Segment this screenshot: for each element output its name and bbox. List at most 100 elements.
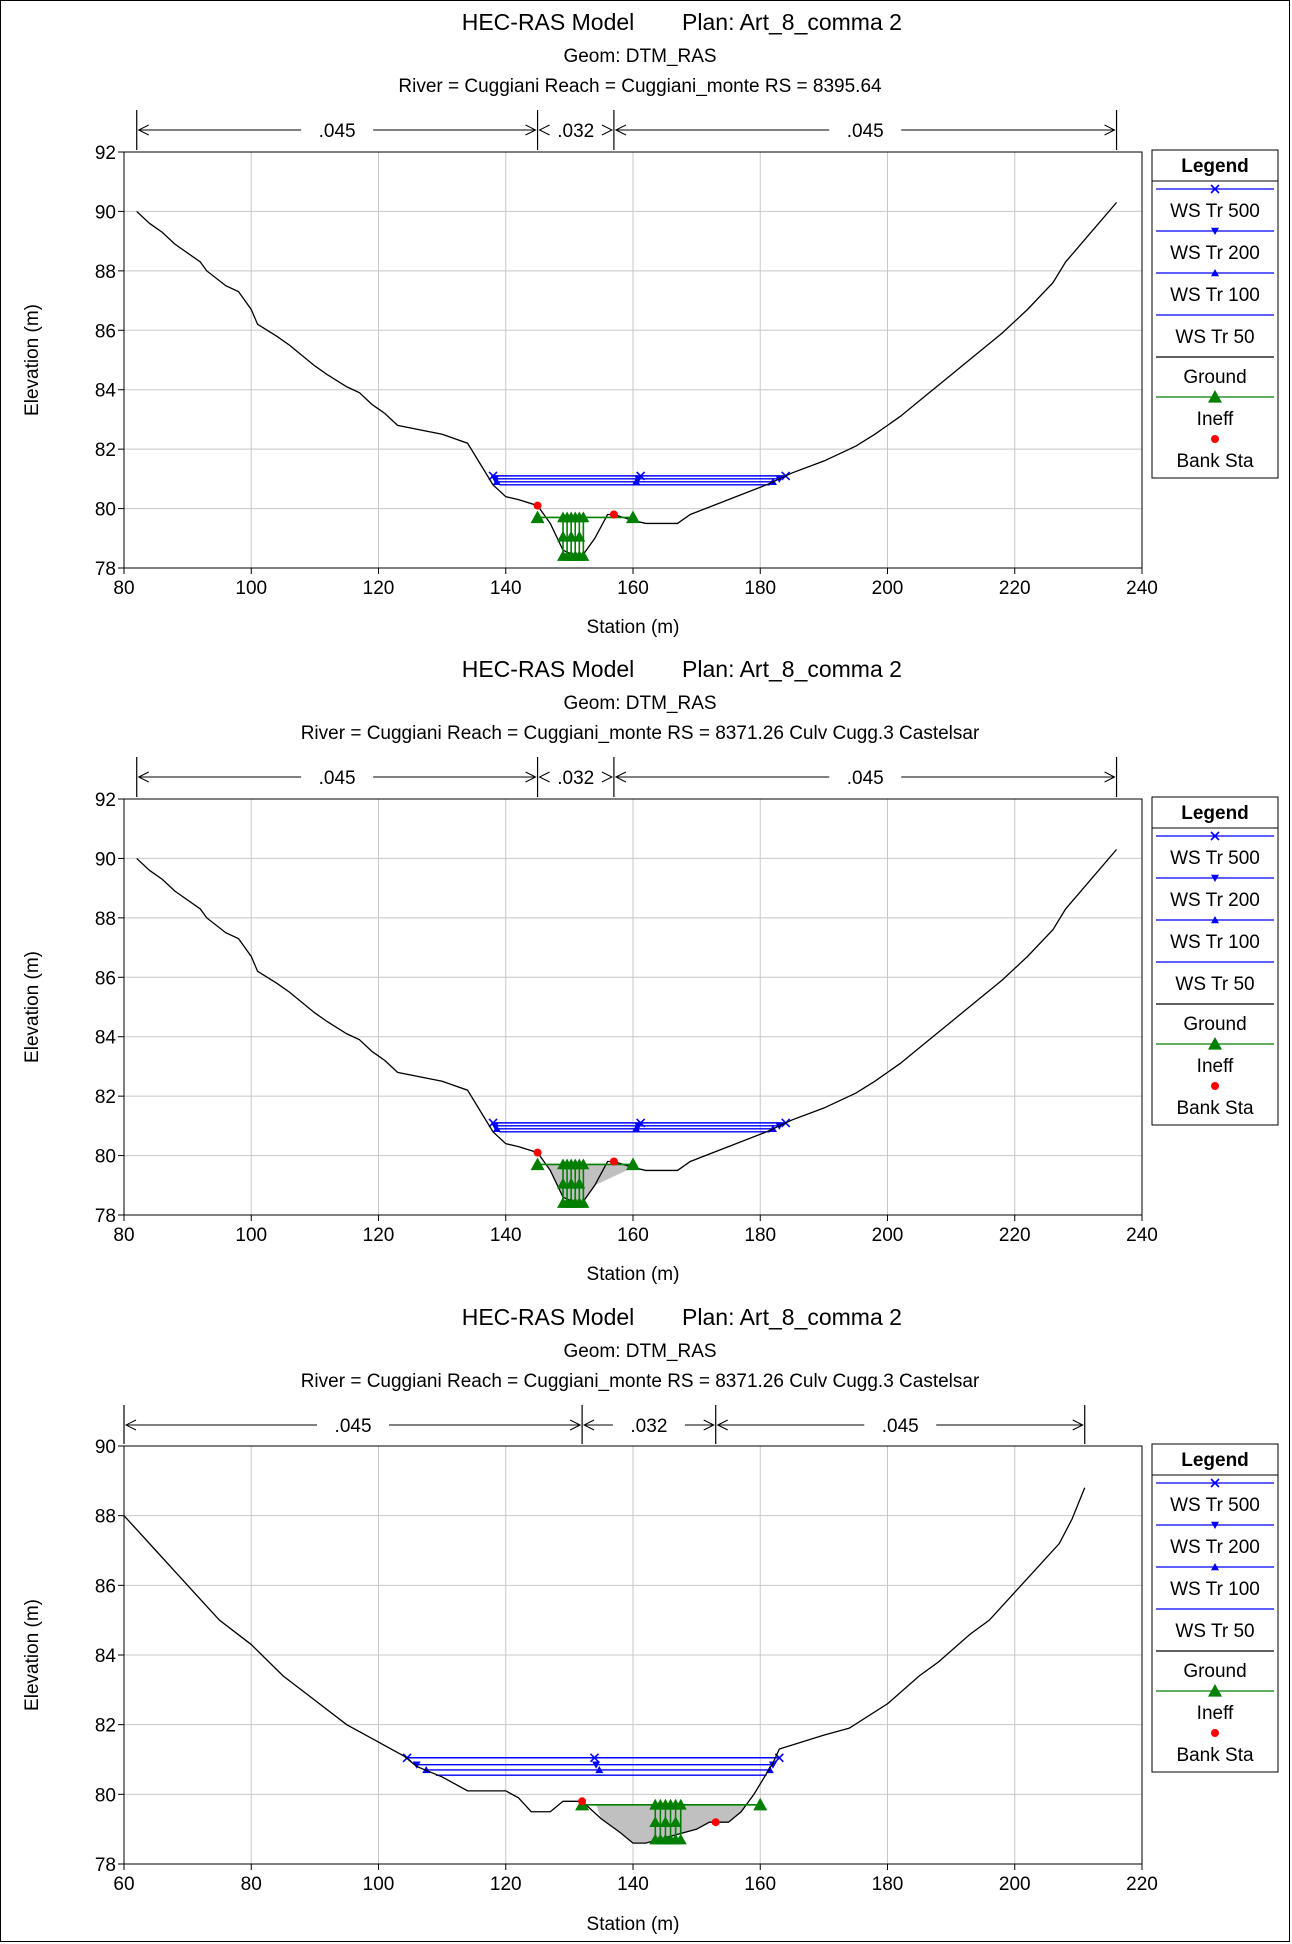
manning-arrow-head — [525, 124, 537, 136]
manning-n-label: .032 — [557, 768, 594, 789]
legend-swatch-marker — [1211, 227, 1219, 235]
river-reach-label: River = Cuggiani Reach = Cuggiani_monte … — [301, 723, 980, 744]
chart-title-right: Plan: Art_8_comma 2 — [682, 656, 902, 682]
y-tick-label: 92 — [95, 143, 116, 164]
manning-arrow-head — [703, 1419, 715, 1431]
y-axis-label: Elevation (m) — [22, 951, 43, 1063]
x-axis-label: Station (m) — [587, 617, 680, 638]
legend-item-label: Ground — [1183, 1014, 1246, 1035]
legend-item-label: Bank Sta — [1176, 1098, 1254, 1119]
water-surface-marker — [589, 1753, 600, 1763]
chart-title-left: HEC-RAS Model — [462, 1304, 635, 1330]
ineff-marker — [659, 1816, 672, 1827]
manning-arrow-head — [614, 124, 627, 136]
legend-swatch-marker — [1211, 1729, 1219, 1737]
legend-item-label: Ground — [1183, 367, 1246, 388]
river-reach-label: River = Cuggiani Reach = Cuggiani_monte … — [398, 76, 882, 97]
manning-arrow-head — [582, 1419, 595, 1431]
manning-n-label: .045 — [319, 768, 356, 789]
manning-n-label: .045 — [847, 121, 884, 142]
legend-item-label: Bank Sta — [1176, 451, 1254, 472]
bank-station-marker — [578, 1797, 587, 1806]
x-tick-label: 100 — [235, 1225, 267, 1246]
ineff-marker — [530, 510, 545, 524]
manning-n-label: .032 — [630, 1416, 667, 1437]
ineff-marker — [674, 1833, 687, 1845]
y-tick-label: 88 — [95, 262, 116, 283]
water-surface-marker — [492, 477, 501, 486]
water-surface-marker — [490, 1122, 499, 1130]
x-tick-label: 80 — [113, 578, 134, 599]
bank-station-marker — [533, 501, 542, 510]
x-tick-label: 200 — [999, 1874, 1031, 1895]
x-tick-label: 120 — [363, 1225, 395, 1246]
x-tick-label: 240 — [1126, 578, 1158, 599]
y-tick-label: 92 — [95, 790, 116, 811]
bank-station-marker — [533, 1148, 542, 1157]
legend-item-label: Ineff — [1197, 409, 1234, 430]
legend-swatch-marker — [1208, 390, 1222, 403]
y-tick-label: 80 — [95, 500, 116, 521]
manning-n-label: .045 — [319, 121, 356, 142]
ineff-marker — [577, 1197, 590, 1208]
ineff-marker — [565, 1177, 578, 1189]
chart-title-right: Plan: Art_8_comma 2 — [682, 9, 902, 35]
water-surface-marker — [632, 1124, 641, 1133]
y-tick-label: 80 — [95, 1147, 116, 1168]
manning-arrow-head — [569, 1419, 582, 1431]
manning-arrow-head — [1072, 1419, 1084, 1431]
y-tick-label: 84 — [95, 1028, 117, 1049]
y-tick-label: 78 — [95, 559, 116, 580]
ineff-marker — [557, 1177, 570, 1189]
legend-box — [1151, 1443, 1279, 1773]
legend-item-label: WS Tr 50 — [1175, 1621, 1254, 1642]
legend-box — [1151, 149, 1279, 479]
y-tick-label: 84 — [95, 381, 117, 402]
y-tick-label: 88 — [95, 909, 116, 930]
x-tick-label: 180 — [744, 1225, 776, 1246]
x-tick-label: 80 — [113, 1225, 134, 1246]
water-surface-marker — [412, 1761, 421, 1769]
manning-arrow-head — [716, 1419, 728, 1431]
chart-3: HEC-RAS Model Plan: Art_8_comma 2 Geom: DT… — [22, 1304, 1279, 1935]
legend-title: Legend — [1181, 156, 1249, 177]
legend-item-label: WS Tr 100 — [1170, 1579, 1260, 1600]
water-surface-marker — [490, 475, 499, 483]
y-tick-label: 84 — [95, 1646, 117, 1667]
x-tick-label: 140 — [490, 1225, 522, 1246]
geom-label: Geom: DTM_RAS — [563, 693, 716, 714]
manning-n-label: .045 — [847, 768, 884, 789]
legend-title: Legend — [1181, 1450, 1249, 1471]
x-tick-label: 220 — [999, 578, 1031, 599]
water-surface-marker — [592, 1761, 601, 1769]
manning-arrow-head — [614, 771, 627, 783]
legend-item-label: Bank Sta — [1176, 1745, 1254, 1766]
x-axis-label: Station (m) — [587, 1264, 680, 1285]
manning-arrow-head — [124, 1419, 137, 1431]
x-tick-label: 100 — [363, 1874, 395, 1895]
x-tick-label: 80 — [241, 1874, 262, 1895]
y-tick-label: 86 — [95, 968, 116, 989]
manning-arrow-head — [601, 124, 614, 136]
bank-station-marker — [609, 1157, 618, 1166]
x-tick-label: 100 — [235, 578, 267, 599]
y-axis-label: Elevation (m) — [22, 1599, 43, 1711]
manning-arrow-head — [137, 771, 149, 783]
ineff-marker — [557, 530, 570, 542]
ineff-marker — [626, 1157, 640, 1171]
ineff-marker — [530, 1157, 545, 1171]
legend-swatch-marker — [1208, 1037, 1222, 1050]
manning-arrow-head — [137, 124, 149, 136]
y-tick-label: 82 — [95, 1716, 116, 1737]
legend-box — [1151, 796, 1279, 1126]
ineff-marker — [753, 1797, 768, 1811]
y-tick-label: 80 — [95, 1785, 116, 1806]
legend-item-label: WS Tr 500 — [1170, 201, 1260, 222]
x-tick-label: 160 — [617, 1225, 649, 1246]
ineff-marker — [626, 510, 640, 524]
legend: Legend WS Tr 500 WS Tr 200 WS Tr 100 WS Tr 5… — [1151, 796, 1279, 1126]
legend-item-label: WS Tr 200 — [1170, 890, 1260, 911]
legend-swatch-marker — [1211, 1563, 1219, 1571]
